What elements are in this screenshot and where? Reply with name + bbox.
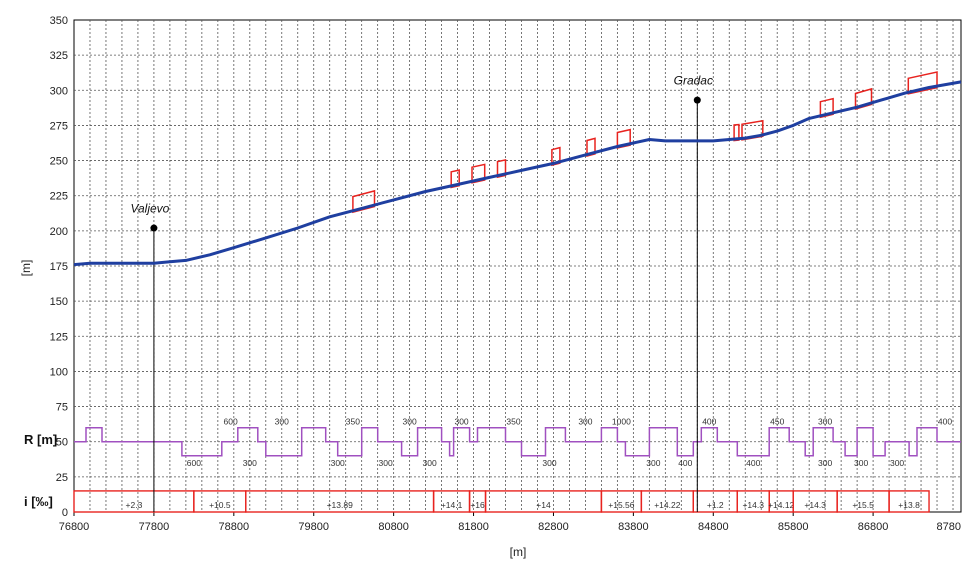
- gradient-label: +1.2: [707, 500, 724, 510]
- curvature-row: 600 300 350 300 300 350 300 1000 400 450 300 400 600…: [74, 417, 961, 468]
- curvature-radius-label: 350: [346, 417, 360, 427]
- x-tick-label: 77800: [139, 521, 170, 533]
- gradient-label: +14.22: [654, 500, 681, 510]
- curvature-radius-label: 400: [938, 417, 952, 427]
- y-tick-label: 325: [50, 50, 68, 62]
- station-label: Gradac: [674, 74, 713, 88]
- gradient-label: +16: [470, 500, 485, 510]
- gradient-label: +13.89: [327, 500, 354, 510]
- y-tick-label: 275: [50, 120, 68, 132]
- gradient-label: +14.1: [441, 500, 463, 510]
- gradient-label: +14: [536, 500, 551, 510]
- x-tick-label: 86800: [858, 521, 889, 533]
- curvature-radius-label: 350: [506, 417, 520, 427]
- curvature-radius-label: 300: [818, 417, 832, 427]
- y-tick-label: 350: [50, 15, 68, 27]
- y-tick-label: 250: [50, 156, 68, 168]
- gradient-row: +2.3 +10.5 +13.89 +14.1 +16 +14 +15.56 +14.22 +1…: [73, 490, 930, 513]
- y-axis-label: [m]: [19, 260, 33, 277]
- x-tick-label: 83800: [618, 521, 649, 533]
- grid: [74, 20, 961, 512]
- x-tick-label: 82800: [538, 521, 569, 533]
- gradient-row-label: i [‰]: [24, 494, 53, 509]
- y-axis-ticks: 0 25 50 75 100 125 150 175 200 225 250 275 300 325 350: [50, 15, 68, 519]
- y-tick-label: 75: [56, 402, 68, 414]
- curvature-radius-label: 300: [423, 458, 437, 468]
- gradient-label: +2.3: [126, 500, 143, 510]
- stations: Valjevo Gradac: [130, 74, 713, 512]
- curvature-radius-label: 400: [678, 458, 692, 468]
- curvature-radius-label: 300: [578, 417, 592, 427]
- x-tick-label: 78800: [219, 521, 250, 533]
- curvature-radius-label: 300: [403, 417, 417, 427]
- x-tick-label: 80800: [378, 521, 409, 533]
- curvature-radius-label: 600: [187, 458, 201, 468]
- y-tick-label: 50: [56, 437, 68, 449]
- x-axis-ticks: 76800 77800 78800 79800 80800 81800 82800 83800…: [59, 512, 961, 533]
- gradient-label: +15.56: [608, 500, 635, 510]
- x-tick-label: 85800: [778, 521, 809, 533]
- gradient-label: +14.3: [804, 500, 826, 510]
- x-axis-label: [m]: [510, 545, 527, 559]
- y-tick-label: 125: [50, 331, 68, 343]
- curvature-radius-label: 300: [818, 458, 832, 468]
- curvature-radius-label: 400: [702, 417, 716, 427]
- y-tick-label: 0: [62, 507, 68, 519]
- curvature-radius-label: 300: [331, 458, 345, 468]
- elevation-line: [73, 80, 962, 267]
- curvature-radius-label: 400: [746, 458, 760, 468]
- gradient-label: +14.3: [742, 500, 764, 510]
- y-tick-label: 300: [50, 85, 68, 97]
- x-tick-label: 84800: [698, 521, 729, 533]
- station-dot: [150, 224, 158, 232]
- curvature-radius-label: 300: [890, 458, 904, 468]
- curvature-radius-label: 300: [854, 458, 868, 468]
- x-tick-label: 79800: [298, 521, 329, 533]
- curvature-radius-label: 1000: [612, 417, 631, 427]
- gradient-segment: [888, 490, 930, 513]
- curvature-line: [74, 426, 961, 457]
- y-tick-label: 175: [50, 261, 68, 273]
- curvature-radius-label: 300: [243, 458, 257, 468]
- curvature-radius-label: 600: [224, 417, 238, 427]
- curvature-row-label: R [m]: [24, 432, 57, 447]
- curvature-radius-label: 300: [542, 458, 556, 468]
- y-tick-label: 150: [50, 296, 68, 308]
- curvature-radius-label: 300: [275, 417, 289, 427]
- curvature-radius-label: 300: [379, 458, 393, 468]
- gradient-label: +10.5: [209, 500, 231, 510]
- gradient-label: +15.5: [852, 500, 874, 510]
- gradient-label: +14.12: [768, 500, 795, 510]
- x-tick-label: 81800: [458, 521, 489, 533]
- station-label: Valjevo: [130, 202, 169, 216]
- y-tick-label: 200: [50, 226, 68, 238]
- x-tick-label: 8780: [937, 521, 961, 533]
- tunnel-marker: [907, 71, 938, 95]
- y-tick-label: 225: [50, 191, 68, 203]
- elevation-profile: [73, 80, 962, 267]
- x-tick-label: 76800: [59, 521, 90, 533]
- curvature-radius-label: 300: [646, 458, 660, 468]
- y-tick-label: 100: [50, 366, 68, 378]
- curvature-radius-label: 450: [770, 417, 784, 427]
- station-dot: [693, 96, 701, 104]
- gradient-label: +13.8: [898, 500, 920, 510]
- curvature-radius-label: 300: [454, 417, 468, 427]
- y-tick-label: 25: [56, 472, 68, 484]
